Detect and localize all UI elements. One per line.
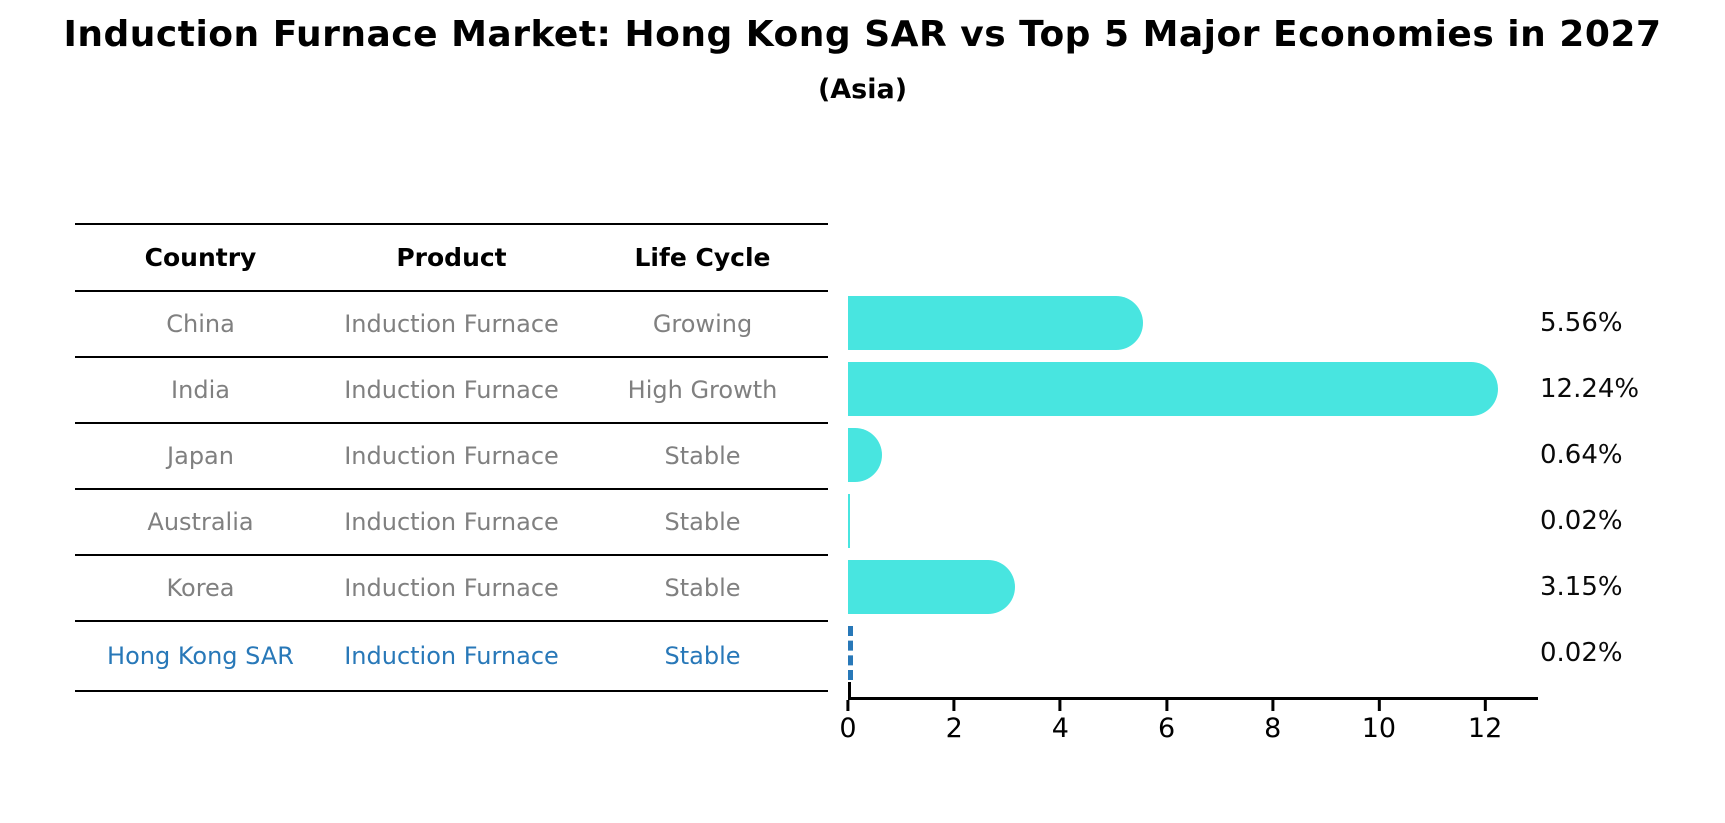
tick-mark <box>1483 700 1487 711</box>
value-label-india: 12.24% <box>1540 374 1640 404</box>
country-cell: India <box>171 376 230 404</box>
column-header-life-cycle: Life Cycle <box>634 243 771 272</box>
x-axis: 0 2 4 6 8 10 12 <box>839 700 1535 760</box>
product-cell: Induction Furnace <box>344 642 559 670</box>
table-row-india: India Induction Furnace High Growth <box>75 358 828 424</box>
bar-china <box>848 296 1144 350</box>
x-axis-tick: 8 <box>1264 700 1281 742</box>
bar-row <box>848 422 1535 488</box>
x-axis-tick: 2 <box>946 700 963 742</box>
life-cycle-cell: Stable <box>664 442 741 470</box>
bar-korea <box>848 560 1016 614</box>
x-axis-tick: 4 <box>1052 700 1069 742</box>
value-label-column: 5.56% 12.24% 0.64% 0.02% 3.15% 0.02% <box>1540 290 1720 686</box>
x-axis-tick-label: 4 <box>1051 713 1069 744</box>
tick-mark <box>1058 700 1062 711</box>
bar-row <box>848 356 1535 422</box>
x-axis-tick: 6 <box>1158 700 1175 742</box>
life-cycle-cell: Stable <box>664 574 741 602</box>
country-cell: China <box>166 310 235 338</box>
bar-australia <box>848 494 850 548</box>
bar-japan <box>848 428 882 482</box>
x-axis-tick: 10 <box>1362 700 1396 742</box>
tick-mark <box>1271 700 1275 711</box>
x-axis-tick: 0 <box>839 700 857 744</box>
x-axis-tick-label: 6 <box>1157 713 1176 744</box>
product-cell: Induction Furnace <box>344 310 559 338</box>
bar-row <box>848 290 1535 356</box>
product-cell: Induction Furnace <box>344 574 559 602</box>
table-row-japan: Japan Induction Furnace Stable <box>75 424 828 490</box>
chart-title: Induction Furnace Market: Hong Kong SAR … <box>63 14 1662 55</box>
x-axis-tick-label: 0 <box>839 713 857 744</box>
country-cell: Japan <box>167 442 234 470</box>
x-axis-tick: 12 <box>1468 700 1502 742</box>
life-cycle-cell: High Growth <box>627 376 778 404</box>
bar-row <box>848 488 1535 554</box>
value-label-china: 5.56% <box>1540 308 1623 338</box>
tick-mark <box>846 700 850 711</box>
tick-mark <box>1377 700 1381 711</box>
product-cell: Induction Furnace <box>344 508 559 536</box>
table-row-hong-kong-sar: Hong Kong SAR Induction Furnace Stable <box>75 622 828 692</box>
table-header-row: Country Product Life Cycle <box>75 225 828 292</box>
value-label-japan: 0.64% <box>1540 440 1623 470</box>
product-cell: Induction Furnace <box>344 442 559 470</box>
column-header-country: Country <box>144 243 257 272</box>
bar-india <box>848 362 1498 416</box>
value-label-korea: 3.15% <box>1540 572 1623 602</box>
bar-hong-kong-sar-dashed <box>848 626 853 680</box>
bar-row <box>848 620 1535 686</box>
country-cell: Korea <box>166 574 235 602</box>
table-row-australia: Australia Induction Furnace Stable <box>75 490 828 556</box>
table-row-china: China Induction Furnace Growing <box>75 292 828 358</box>
tick-mark <box>952 700 956 711</box>
tick-mark <box>1165 700 1169 711</box>
y-axis-spine <box>848 682 851 700</box>
life-cycle-cell: Growing <box>652 310 753 338</box>
country-cell: Australia <box>147 508 254 536</box>
horizontal-bar-chart <box>848 290 1535 686</box>
life-cycle-cell: Stable <box>664 508 741 536</box>
x-axis-tick-label: 10 <box>1361 713 1397 744</box>
life-cycle-cell: Stable <box>664 642 741 670</box>
value-label-hong-kong-sar: 0.02% <box>1540 638 1623 668</box>
chart-subtitle: (Asia) <box>817 74 908 105</box>
x-axis-tick-label: 12 <box>1467 713 1503 744</box>
product-cell: Induction Furnace <box>344 376 559 404</box>
value-label-australia: 0.02% <box>1540 506 1623 536</box>
bar-row <box>848 554 1535 620</box>
country-data-table: Country Product Life Cycle China Inducti… <box>75 223 828 692</box>
x-axis-line <box>848 697 1538 700</box>
x-axis-tick-label: 8 <box>1264 713 1282 744</box>
country-cell: Hong Kong SAR <box>107 642 294 670</box>
table-row-korea: Korea Induction Furnace Stable <box>75 556 828 622</box>
column-header-product: Product <box>396 243 507 272</box>
x-axis-tick-label: 2 <box>945 713 963 744</box>
